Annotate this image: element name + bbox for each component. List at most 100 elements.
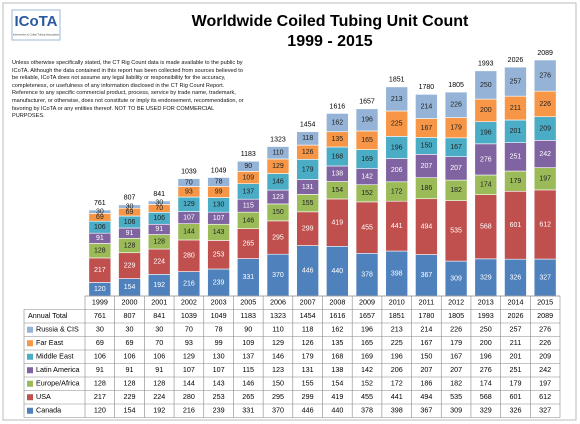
total-label: 1657 <box>359 99 375 106</box>
table-cell: 280 <box>183 392 195 401</box>
table-cell: 1780 <box>418 311 434 320</box>
segment-label: 192 <box>153 282 165 289</box>
table-cell: 135 <box>331 338 343 347</box>
segment-label: 165 <box>361 137 373 144</box>
table-cell: 226 <box>450 325 462 334</box>
table-cell: 78 <box>215 325 223 334</box>
segment-label: 206 <box>391 167 403 174</box>
x-tick-label: 2014 <box>507 298 523 307</box>
segment-label: 446 <box>302 268 314 275</box>
bar-segment <box>415 94 438 119</box>
segment-label: 370 <box>272 272 284 279</box>
segment-label: 207 <box>450 165 462 172</box>
bar-segment <box>385 86 409 112</box>
segment-label: 99 <box>215 189 223 196</box>
segment-label: 78 <box>215 179 223 186</box>
table-cell: 226 <box>539 338 551 347</box>
total-label: 1454 <box>300 122 316 129</box>
table-cell: 242 <box>539 365 551 374</box>
disclaimer: Unless otherwise specifically stated, th… <box>12 60 244 120</box>
segment-label: 144 <box>183 229 195 236</box>
segment-label: 200 <box>480 107 492 114</box>
x-tick-label: 2006 <box>270 298 286 307</box>
bar-segment <box>355 108 379 132</box>
table-cell: 367 <box>420 406 432 415</box>
table-cell: 299 <box>302 392 314 401</box>
segment-label: 265 <box>242 240 254 247</box>
table-cell: 250 <box>480 325 492 334</box>
table-cell: 441 <box>391 392 403 401</box>
table-cell: 138 <box>331 365 343 374</box>
table-cell: 253 <box>213 392 225 401</box>
segment-label: 196 <box>361 117 373 124</box>
table-cell: 841 <box>153 311 165 320</box>
segment-label: 568 <box>480 224 492 231</box>
chart-title: Worldwide Coiled Tubing Unit Count <box>192 13 469 30</box>
segment-label: 137 <box>242 188 254 195</box>
segment-label: 229 <box>124 263 136 270</box>
segment-label: 213 <box>391 96 403 103</box>
segment-label: 179 <box>302 166 314 173</box>
table-cell: 142 <box>361 365 373 374</box>
x-tick-label: 2011 <box>419 298 434 307</box>
x-tick-label: 2012 <box>448 298 464 307</box>
table-cell: 70 <box>185 325 193 334</box>
segment-label: 143 <box>213 229 225 236</box>
table-cell: 192 <box>153 406 165 415</box>
table-cell: 150 <box>420 352 432 361</box>
segment-label: 90 <box>244 163 252 170</box>
segment-label: 167 <box>421 125 433 132</box>
segment-label: 331 <box>242 274 254 281</box>
segment-label: 126 <box>302 149 314 156</box>
x-tick-label: 2005 <box>240 298 256 307</box>
table-cell: 807 <box>124 311 136 320</box>
segment-label: 207 <box>421 163 433 170</box>
table-cell: 69 <box>96 338 104 347</box>
table-cell: 446 <box>302 406 314 415</box>
table-cell: 69 <box>126 338 134 347</box>
segment-label: 280 <box>183 253 195 260</box>
x-tick-label: 2009 <box>359 298 375 307</box>
legend-swatch <box>27 340 33 347</box>
table-cell: 106 <box>94 352 106 361</box>
segment-label: 179 <box>510 178 522 185</box>
table-cell: 172 <box>391 379 403 388</box>
table-cell: 109 <box>242 338 254 347</box>
segment-label: 150 <box>272 209 284 216</box>
segment-label: 146 <box>242 217 254 224</box>
table-cell: 115 <box>243 365 254 374</box>
segment-label: 107 <box>213 215 225 222</box>
segment-label: 201 <box>510 128 522 135</box>
total-label: 1780 <box>419 84 435 91</box>
table-cell: 126 <box>302 338 314 347</box>
table-cell: 309 <box>450 406 462 415</box>
table-cell: 174 <box>480 379 492 388</box>
table-cell: 169 <box>361 352 373 361</box>
total-label: 841 <box>153 191 165 198</box>
table-cell: 1323 <box>270 311 286 320</box>
table-cell: 209 <box>539 352 551 361</box>
table-cell: 186 <box>420 379 432 388</box>
table-cell: 196 <box>480 352 492 361</box>
table-cell: 378 <box>361 406 373 415</box>
total-label: 1616 <box>330 103 346 110</box>
segment-label: 69 <box>96 214 104 221</box>
segment-label: 172 <box>391 188 403 195</box>
segment-label: 196 <box>480 130 492 137</box>
segment-label: 91 <box>155 226 163 233</box>
bar-segment <box>177 178 201 187</box>
segment-label: 154 <box>332 187 344 194</box>
table-cell: 129 <box>183 352 195 361</box>
bar-segment <box>326 113 349 133</box>
table-cell: 70 <box>155 338 163 347</box>
table-cell: 535 <box>450 392 462 401</box>
table-cell: 1851 <box>389 311 405 320</box>
table-cell: 107 <box>213 365 225 374</box>
segment-label: 120 <box>94 286 106 293</box>
x-tick-label: 2008 <box>329 298 345 307</box>
table-cell: 229 <box>124 392 136 401</box>
table-cell: 494 <box>420 392 432 401</box>
segment-label: 129 <box>183 201 195 208</box>
table-cell: 129 <box>272 338 284 347</box>
table-cell: 196 <box>391 352 403 361</box>
